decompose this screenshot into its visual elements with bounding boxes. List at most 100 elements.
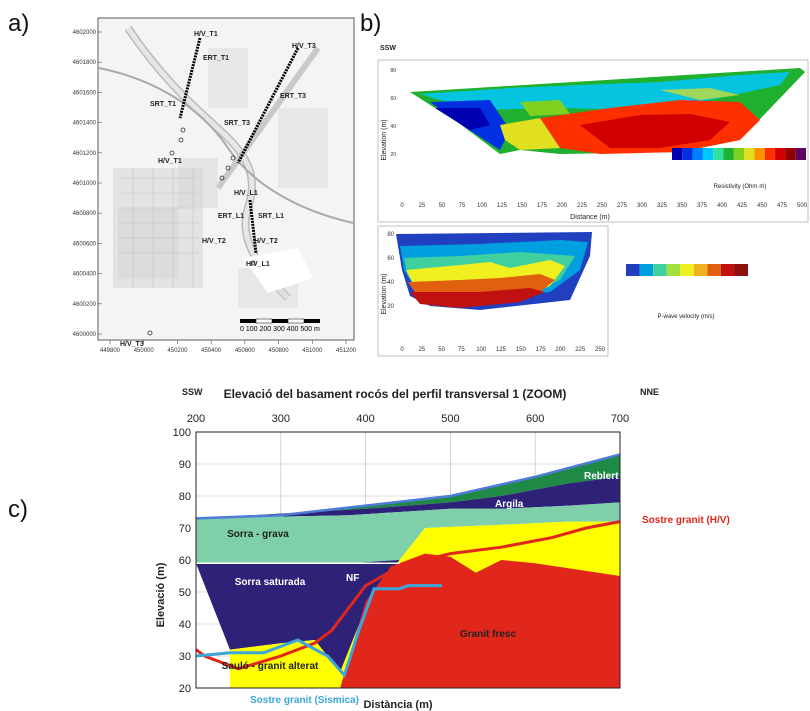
y-tick-label: 100 [173,427,191,439]
ert-colorbar-swatch [764,148,776,160]
geophysics-panel: SSW Elevation (m) 80 60 40 20 0 25 50 75 100 125… [377,45,809,357]
ert-y-tick-label: 40 [390,124,396,130]
map-scale-bar: 0 100 200 300 400 500 m [240,318,320,333]
layer-sorra-grava [196,502,620,564]
layer-granit-fresc [340,553,620,688]
annot-sostre-hv: Sostre granit (H/V) [642,515,730,526]
geophysics-direction-ssw: SSW [380,45,396,52]
label-hv-t2b: H/V_T2 [254,238,278,245]
ert-x-tick-label: 375 [697,203,708,209]
ert-colorbar-swatch [692,148,703,160]
ert-x-tick-label: 50 [439,203,446,209]
ert-ylabel: Elevation (m) [381,119,388,160]
map-y-tick-label: 4601400 [73,121,97,127]
map-x-tick-label: 451200 [336,348,357,354]
ert-y-tick-label: 20 [390,152,396,158]
y-tick-label: 40 [179,619,191,631]
x-tick-label: 200 [187,413,205,425]
srt-colorbar-swatch [653,264,667,276]
ert-x-tick-label: 475 [777,203,788,209]
srt-section: Elevation (m) 80 60 40 20 0 25 50 75 100 125 150 1… [377,225,748,357]
y-tick-label: 50 [179,587,191,599]
map-y-tick-label: 4602000 [73,30,97,36]
chart-ylabel: Elevació (m) [155,562,167,627]
srt-y-tick-label: 20 [387,304,394,310]
annot-saulo: Sauló - granit alterat [222,661,319,672]
map-y-tick-label: 4600200 [73,302,97,308]
srt-colorbar-swatch [693,264,708,276]
ert-x-tick-label: 325 [657,203,668,209]
map-x-tick-label: 450600 [235,348,256,354]
ert-x-tick-label: 75 [459,203,466,209]
ert-x-tick-label: 100 [477,203,488,209]
srt-ylabel: Elevation (m) [381,273,388,314]
srt-colorbar [626,264,748,276]
srt-colorbar-swatch [626,264,640,276]
srt-x-tick-label: 175 [536,347,547,353]
line-t1 [178,37,202,119]
survey-lines [147,37,300,336]
map-y-tick-label: 4600600 [73,241,97,247]
ert-colorbar-swatch [682,148,693,160]
label-hv-t3: H/V_T3 [292,43,316,50]
annot-reblert: Reblert [584,471,619,482]
map-panel: H/V_T1 ERT_T1 SRT_T1 H/V_T3 ERT_T3 SRT_T… [73,17,357,354]
ert-x-tick-label: 350 [677,203,688,209]
srt-x-tick-label: 200 [555,347,566,353]
x-tick-label: 300 [272,413,290,425]
ert-colorbar-swatch [754,148,765,160]
line-surface [195,453,621,520]
chart-y-axis: 20 30 40 50 60 70 80 90 100 [173,427,191,695]
ert-x-tick-label: 175 [537,203,548,209]
srt-colorbar-swatch [666,264,681,276]
label-hv-t2: H/V_T2 [202,238,226,245]
ert-section: Elevation (m) 80 60 40 20 0 25 50 75 100 125 150 1… [377,59,809,223]
srt-y-tick-label: 80 [387,232,394,238]
y-tick-label: 70 [179,523,191,535]
ert-colorbar-swatch [713,148,724,160]
srt-x-tick-label: 25 [418,347,425,353]
ert-x-tick-label: 250 [597,203,608,209]
srt-y-tick-label: 60 [387,256,394,262]
label-ert-l1: ERT_L1 [218,213,244,220]
annot-sostre-sismica: Sostre granit (Sismica) [250,695,359,706]
y-tick-label: 30 [179,651,191,663]
map-y-tick-label: 4601200 [73,151,97,157]
map-x-tick-label: 450800 [269,348,290,354]
x-tick-label: 700 [611,413,629,425]
x-tick-label: 500 [441,413,459,425]
ert-xlabel: Distance (m) [570,214,610,221]
srt-colorbar-swatch [707,264,721,276]
srt-x-tick-label: 125 [496,347,507,353]
map-y-tick-label: 4600000 [73,332,97,338]
map-y-axis: 4602000 4601800 4601600 4601400 4601200 46010… [73,30,102,338]
annot-nf: NF [346,573,359,584]
label-hv-l1: H/V_L1 [234,190,258,197]
layer-argila [196,476,620,519]
annot-argila: Argila [495,499,524,510]
srt-x-tick-label: 50 [438,347,445,353]
label-srt-t1: SRT_T1 [150,101,176,108]
srt-x-tick-label: 250 [595,347,606,353]
layer-reblert [196,454,620,519]
y-tick-label: 80 [179,491,191,503]
line-t3 [236,47,300,164]
srt-y-axis: 80 60 40 20 [387,232,394,310]
srt-colorbar-title: P-wave velocity (m/s) [657,314,714,320]
ert-x-tick-label: 300 [637,203,648,209]
label-ert-t3: ERT_T3 [280,93,306,100]
map-x-tick-label: 450000 [134,348,155,354]
chart-frame [195,431,621,689]
ert-x-tick-label: 275 [617,203,628,209]
annot-granit-fresc: Granit fresc [460,629,517,640]
panel-label-c: c) [8,496,28,523]
y-tick-label: 60 [179,555,191,567]
ert-x-tick-label: 200 [557,203,568,209]
y-tick-label: 20 [179,683,191,695]
ert-colorbar-title: Resistivity (Ohm·m) [714,184,767,190]
ert-x-tick-label: 25 [419,203,426,209]
map-site-labels: H/V_T1 ERT_T1 SRT_T1 H/V_T3 ERT_T3 SRT_T… [120,31,316,348]
srt-x-tick-label: 225 [575,347,586,353]
srt-x-axis: 0 25 50 75 100 125 150 175 200 225 250 [400,347,605,353]
ert-colorbar-swatch [702,148,714,160]
